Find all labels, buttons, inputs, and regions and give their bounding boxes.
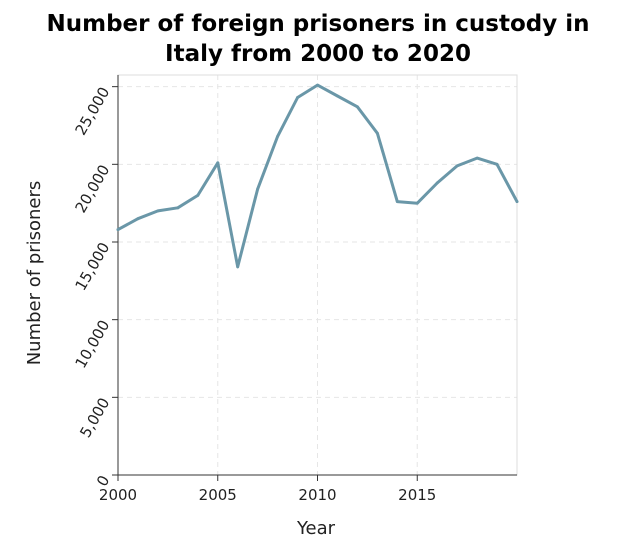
x-tick-label: 2000 (99, 486, 137, 504)
y-tick-label: 10,000 (72, 317, 114, 371)
y-tick-label: 15,000 (72, 239, 114, 293)
y-tick-label: 20,000 (72, 162, 114, 216)
data-point (296, 96, 299, 99)
data-point (136, 217, 140, 221)
grid (118, 75, 517, 475)
series-layer (116, 83, 519, 269)
data-point (276, 134, 279, 138)
data-point (356, 105, 359, 109)
data-point (336, 94, 339, 98)
data-point (415, 201, 419, 205)
data-point (395, 200, 399, 204)
data-point (475, 156, 479, 160)
data-point (455, 164, 459, 168)
data-point (316, 83, 319, 87)
data-point (375, 131, 379, 135)
x-axis-label: Year (296, 518, 336, 539)
x-tick-label: 2010 (298, 486, 336, 504)
data-point (196, 193, 200, 197)
data-point (156, 209, 160, 213)
data-point (176, 206, 180, 210)
data-point (435, 181, 439, 185)
data-point (515, 200, 519, 204)
x-tick-label: 2015 (398, 486, 436, 504)
data-point (256, 187, 260, 191)
y-tick-label: 5,000 (76, 395, 113, 441)
x-tick-label: 2005 (199, 486, 237, 504)
x-axis-ticks: 2000 2005 2010 2015 (99, 475, 436, 504)
data-point (495, 162, 499, 166)
chart-title-line-1: Number of foreign prisoners in custody i… (47, 11, 590, 37)
chart-title-line-2: Italy from 2000 to 2020 (165, 41, 471, 67)
data-point (116, 228, 120, 231)
data-point (236, 265, 240, 269)
data-point (216, 161, 220, 165)
y-axis-label: Number of prisoners (24, 181, 45, 366)
y-tick-label: 25,000 (72, 84, 114, 138)
